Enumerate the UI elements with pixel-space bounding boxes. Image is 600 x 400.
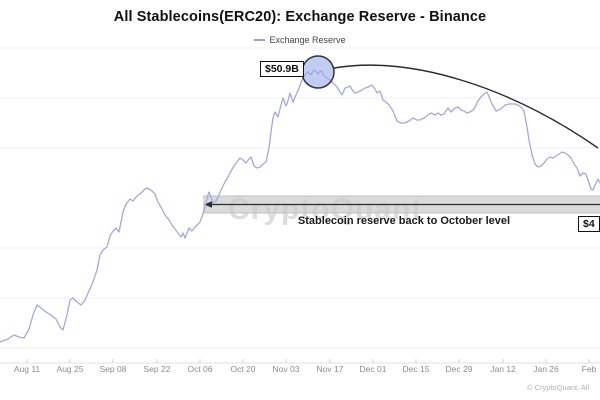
x-axis-label: Dec 29	[445, 364, 473, 374]
x-axis-label: Oct 20	[230, 364, 256, 374]
x-axis-label: Nov 03	[272, 364, 300, 374]
legend-label: Exchange Reserve	[269, 35, 346, 45]
chart-legend: Exchange Reserve	[0, 35, 600, 45]
x-axis-label: Sep 08	[99, 364, 127, 374]
copyright-text: © CryptoQuant. All	[527, 383, 590, 392]
x-axis-label: Nov 17	[316, 364, 344, 374]
x-axis	[0, 359, 600, 364]
gridlines	[0, 47, 600, 349]
x-axis-labels: Aug 11 Aug 25 Sep 08 Sep 22 Oct 06 Oct 20 Nov …	[0, 364, 600, 378]
chart-title: All Stablecoins(ERC20): Exchange Reserve…	[113, 9, 487, 25]
current-value-callout: $4	[578, 216, 600, 232]
x-axis-label: Dec 15	[402, 364, 430, 374]
peak-value-callout: $50.9B	[260, 61, 304, 77]
peak-circle-and-arc	[299, 55, 599, 149]
x-axis-label: Jan 12	[490, 364, 516, 374]
x-axis-label: Sep 22	[143, 364, 171, 374]
x-axis-label: Oct 06	[187, 364, 213, 374]
band-annotation-text: Stablecoin reserve back to October level	[297, 215, 511, 227]
october-level-arrow	[204, 201, 600, 208]
x-axis-label: Aug 25	[56, 364, 84, 374]
svg-text:CryptoQuant: CryptoQuant	[228, 193, 422, 226]
x-axis-label: Aug 11	[13, 364, 41, 374]
legend-line-marker-icon	[254, 38, 266, 41]
cryptoquant-watermark: CryptoQuant	[228, 193, 422, 226]
x-axis-label: Feb	[581, 364, 597, 374]
x-axis-label: Dec 01	[359, 364, 387, 374]
x-axis-label: Jan 26	[533, 364, 559, 374]
